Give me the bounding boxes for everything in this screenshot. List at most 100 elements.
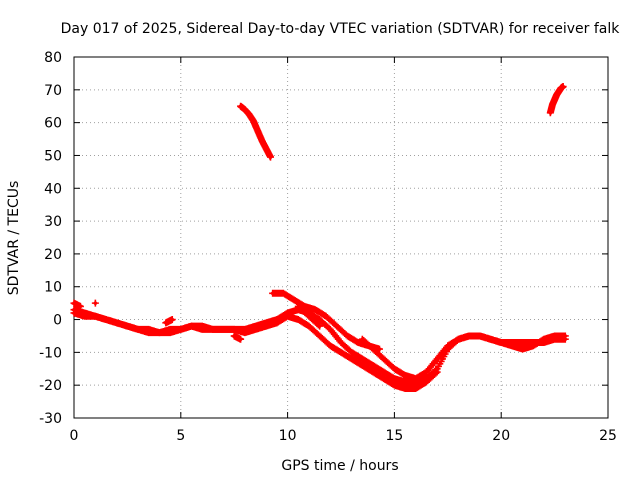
data-point (114, 321, 119, 325)
data-point (371, 370, 375, 374)
data-point (520, 347, 525, 351)
data-point (238, 337, 243, 342)
data-point (339, 340, 343, 345)
data-point (360, 363, 365, 368)
data-point (307, 324, 311, 328)
x-tick-label: 25 (599, 428, 617, 444)
data-point (381, 370, 386, 374)
x-axis-label: GPS time / hours (281, 458, 398, 474)
data-point (238, 104, 243, 109)
data-point (467, 334, 471, 338)
data-point (328, 327, 333, 332)
data-point (247, 112, 251, 117)
y-tick-label: 20 (44, 247, 62, 263)
data-point (334, 324, 339, 328)
data-point (403, 386, 407, 391)
data-point (552, 334, 557, 338)
data-point (296, 304, 301, 309)
series-arc-evening (546, 83, 567, 117)
data-point (146, 330, 151, 335)
chart-title: Day 017 of 2025, Sidereal Day-to-day VTE… (61, 21, 621, 37)
y-tick-label: -10 (39, 345, 62, 361)
data-point (302, 304, 307, 309)
data-point (243, 107, 247, 112)
data-point (317, 324, 322, 328)
data-point (478, 334, 482, 338)
y-axis-label: SDTVAR / TECUs (6, 181, 22, 296)
data-point (403, 380, 407, 384)
data-point (381, 376, 386, 381)
data-point (307, 314, 311, 319)
data-point (200, 327, 204, 332)
data-point (403, 373, 407, 378)
data-point (349, 350, 354, 355)
data-point (136, 327, 140, 332)
data-point (292, 298, 296, 302)
plot-frame (73, 56, 609, 419)
data-point (392, 366, 397, 371)
data-point (324, 314, 328, 319)
data-point (499, 340, 504, 345)
y-tick-label: 80 (44, 50, 62, 66)
x-tick-label: 10 (279, 428, 297, 444)
data-point (381, 357, 386, 361)
y-tick-label: 40 (44, 181, 62, 197)
plus-marker-track (237, 102, 275, 161)
x-tick-label: 15 (385, 428, 403, 444)
series-track-bumps (70, 299, 569, 383)
data-point (520, 340, 525, 345)
data-point (349, 357, 354, 361)
data-point (232, 327, 236, 332)
data-point (243, 330, 247, 335)
data-point (360, 337, 365, 342)
data-point (488, 337, 493, 342)
data-point (554, 92, 559, 97)
data-point (78, 304, 83, 309)
x-tick-label: 5 (176, 428, 185, 444)
x-tick-label: 20 (492, 428, 510, 444)
data-point (371, 363, 375, 368)
data-point (548, 110, 553, 115)
data-point (251, 119, 256, 123)
data-point (413, 376, 418, 381)
y-tick-label: -30 (39, 411, 62, 427)
series-track-main (70, 306, 569, 386)
data-point (170, 317, 175, 322)
data-point (72, 307, 76, 312)
y-tick-label: 70 (44, 83, 62, 99)
data-point (328, 344, 333, 348)
series-arc-morning (237, 102, 275, 161)
data-point (268, 155, 273, 159)
data-point (72, 301, 76, 305)
data-point (542, 337, 546, 342)
data-point (317, 334, 322, 338)
data-point (552, 97, 557, 102)
data-point (179, 327, 183, 332)
data-point (435, 370, 439, 374)
y-tick-label: 50 (44, 148, 62, 164)
y-tick-label: 60 (44, 116, 62, 132)
data-point (221, 327, 226, 332)
y-tick-label: 30 (44, 214, 62, 230)
data-point (285, 314, 290, 319)
axis-ticks: 0 5 10 15 20 25 -30 -20 -10 0 10 20 30 40 50 60 70 80 (39, 50, 617, 444)
data-point (339, 350, 343, 355)
data-point (125, 324, 130, 328)
data-point (360, 357, 365, 361)
data-point (557, 89, 561, 94)
y-tick-label: -20 (39, 378, 62, 394)
grid-lines (74, 57, 608, 418)
data-marks (70, 83, 569, 392)
data-point (253, 327, 258, 332)
data-point (211, 327, 215, 332)
data-point (371, 347, 375, 351)
data-point (317, 317, 322, 322)
data-point (435, 357, 439, 361)
data-point (313, 307, 318, 312)
series-track-lower (70, 306, 441, 392)
data-point (356, 340, 360, 345)
data-point (424, 380, 429, 384)
data-point (377, 347, 382, 351)
y-tick-label: 0 (53, 313, 62, 329)
